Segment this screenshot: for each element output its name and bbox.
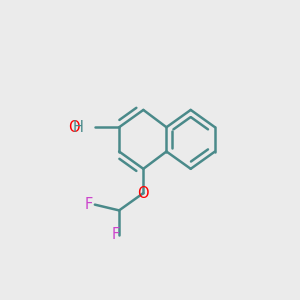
Text: H: H [73,120,84,135]
Text: O: O [68,120,80,135]
Text: F: F [112,227,120,242]
Text: F: F [85,197,93,212]
Text: O: O [137,186,149,201]
